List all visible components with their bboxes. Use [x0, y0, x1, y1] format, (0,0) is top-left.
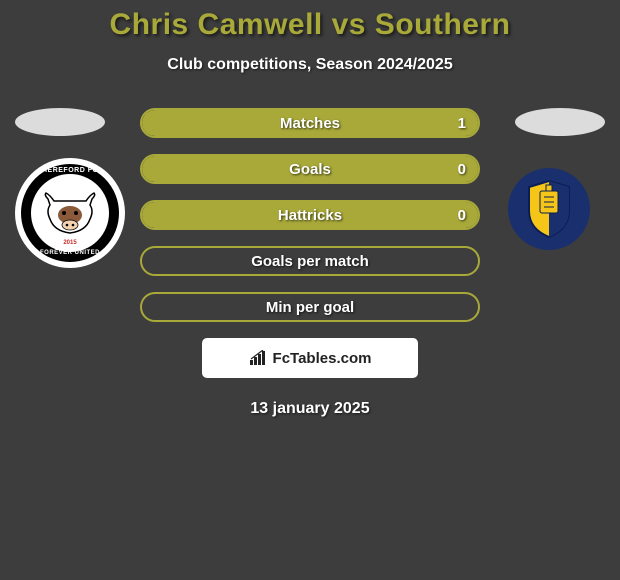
stat-bar-value: 1	[458, 110, 466, 136]
stat-bars: Matches 1 Goals 0 Hattricks 0 Goals per …	[140, 108, 480, 322]
decorative-ellipse-right	[515, 108, 605, 136]
stat-bar-label: Hattricks	[142, 202, 478, 228]
stat-bar: Matches 1	[140, 108, 480, 138]
bull-icon	[40, 191, 100, 235]
crest-right-shield	[516, 176, 582, 242]
content-area: HEREFORD FC 2015 FOREVER UNITED M	[0, 108, 620, 418]
brand-box: FcTables.com	[202, 338, 418, 378]
stat-bar-label: Goals per match	[142, 248, 478, 274]
club-crest-left: HEREFORD FC 2015 FOREVER UNITED	[15, 158, 125, 268]
stat-bar: Hattricks 0	[140, 200, 480, 230]
stat-bar: Goals per match	[140, 246, 480, 276]
stat-bar-label: Matches	[142, 110, 478, 136]
stat-bar-value: 0	[458, 156, 466, 182]
crest-left-top-text: HEREFORD FC	[15, 167, 125, 174]
brand-text: FcTables.com	[273, 350, 372, 367]
infographic-root: Chris Camwell vs Southern Club competiti…	[0, 0, 620, 418]
crest-left-year: 2015	[15, 240, 125, 246]
stat-bar: Goals 0	[140, 154, 480, 184]
stat-bar-value: 0	[458, 202, 466, 228]
decorative-ellipse-left	[15, 108, 105, 136]
subtitle: Club competitions, Season 2024/2025	[0, 56, 620, 74]
bar-chart-icon	[249, 350, 269, 366]
date-text: 13 january 2025	[0, 400, 620, 418]
crest-left-ring	[21, 164, 119, 262]
stat-bar-label: Goals	[142, 156, 478, 182]
stat-bar-label: Min per goal	[142, 294, 478, 320]
crest-left-bottom-text: FOREVER UNITED	[15, 250, 125, 256]
club-crest-right	[508, 168, 590, 250]
stat-bar: Min per goal	[140, 292, 480, 322]
page-title: Chris Camwell vs Southern	[0, 8, 620, 42]
